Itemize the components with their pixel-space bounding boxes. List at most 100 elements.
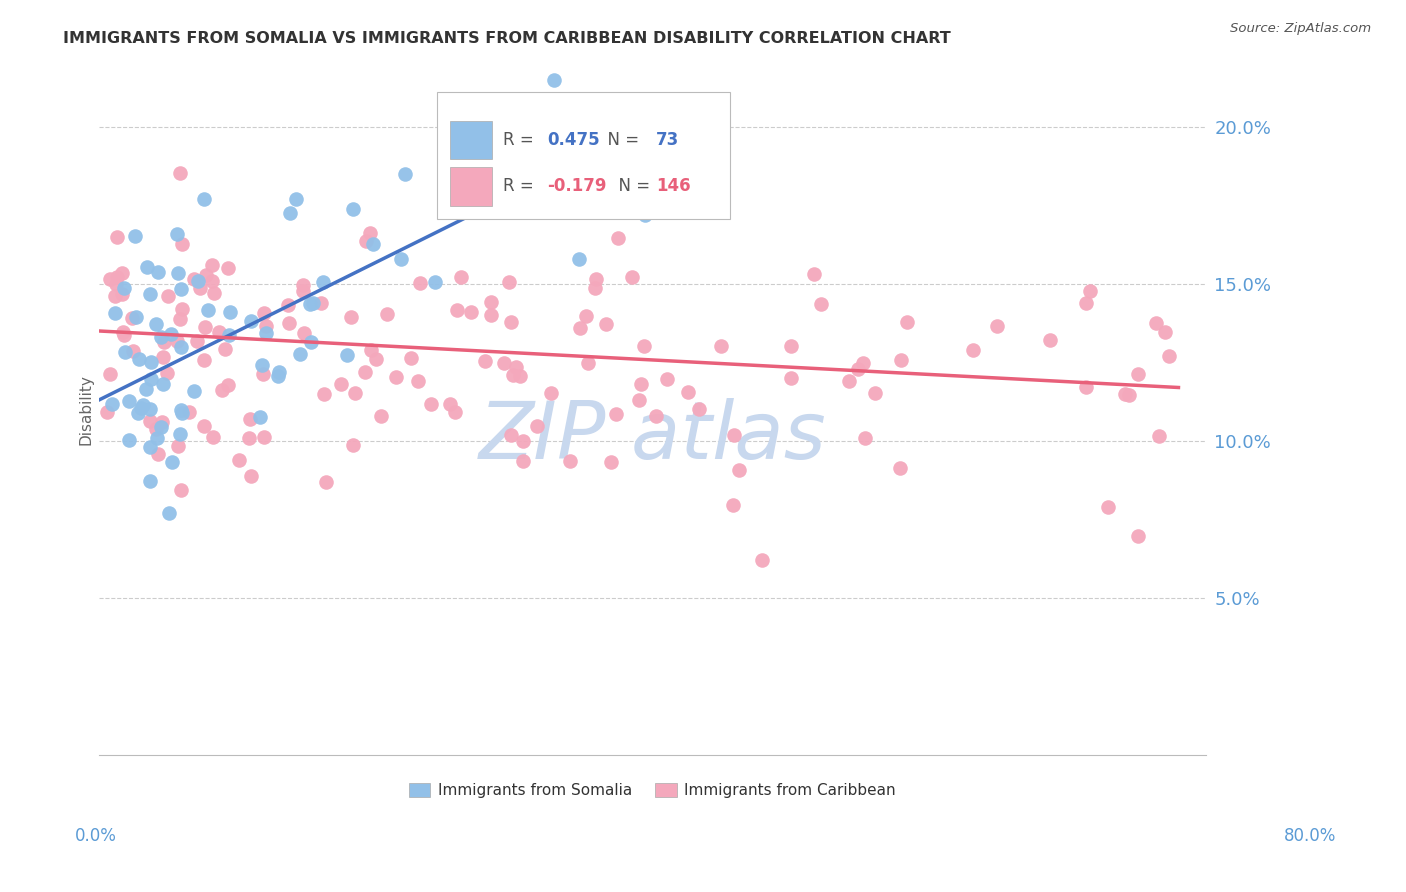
Point [560,454,582,468]
Point [512,454,534,468]
Point [344,386,367,401]
Point [201,273,224,287]
Point [439,197,461,211]
Point [607,231,630,245]
Point [420,397,443,411]
Point [962,343,984,357]
Point [751,553,773,567]
Point [202,286,225,301]
Point [139,355,162,369]
Point [1126,367,1149,381]
Point [460,305,482,319]
Point [208,325,231,339]
Point [170,402,193,417]
Point [630,376,652,391]
Text: 0.475: 0.475 [547,131,600,149]
Point [118,394,141,409]
Point [512,434,534,448]
Point [194,319,217,334]
Text: 0.0%: 0.0% [75,827,117,845]
Point [111,325,134,339]
Point [217,377,239,392]
Point [121,310,143,325]
Point [299,334,322,349]
Point [172,236,194,251]
Point [193,193,215,207]
Point [292,285,315,299]
Text: R =: R = [503,131,538,149]
Point [600,455,623,469]
Text: IMMIGRANTS FROM SOMALIA VS IMMIGRANTS FROM CARIBBEAN DISABILITY CORRELATION CHAR: IMMIGRANTS FROM SOMALIA VS IMMIGRANTS FR… [63,31,950,46]
Point [240,314,263,328]
Point [474,354,496,368]
Point [149,420,172,434]
Point [105,270,128,285]
Point [118,434,141,448]
Point [193,418,215,433]
Point [125,310,148,324]
Point [141,371,163,385]
Point [160,455,183,469]
Point [112,281,135,295]
Point [183,272,205,286]
Point [359,226,381,240]
Point [254,318,277,333]
Point [105,230,128,244]
Point [598,161,620,176]
Point [498,275,520,289]
Point [188,281,211,295]
Point [633,338,655,352]
Point [104,306,127,320]
Point [1097,500,1119,514]
Point [446,302,468,317]
Point [111,287,134,301]
Point [239,412,262,426]
Point [172,406,194,420]
Point [157,506,180,520]
Point [124,229,146,244]
Point [170,282,193,296]
Point [276,298,298,312]
Point [1076,380,1098,394]
Point [803,267,825,281]
Point [252,367,274,381]
Point [228,453,250,467]
Text: N =: N = [598,131,644,149]
Point [315,475,337,489]
Point [160,326,183,341]
FancyBboxPatch shape [436,92,730,219]
Point [342,438,364,452]
Point [385,370,408,384]
Point [201,258,224,272]
Point [366,351,388,366]
Point [278,316,301,330]
Point [360,343,382,357]
Point [186,334,208,349]
Point [889,353,911,368]
Point [252,358,274,372]
Point [170,483,193,497]
Point [111,266,134,280]
Point [569,94,592,108]
Point [98,272,121,286]
Point [121,343,143,358]
Point [555,104,578,119]
Point [645,409,668,424]
Point [676,384,699,399]
Point [340,310,363,324]
Point [312,387,335,401]
Point [278,206,301,220]
Point [128,351,150,366]
FancyBboxPatch shape [450,120,492,160]
Point [201,430,224,444]
Point [267,368,290,383]
Point [256,326,278,340]
Point [253,306,276,320]
Point [179,405,201,419]
Point [139,440,162,454]
Point [375,307,398,321]
Point [621,124,644,138]
Point [439,397,461,411]
Point [309,295,332,310]
Point [131,401,153,415]
